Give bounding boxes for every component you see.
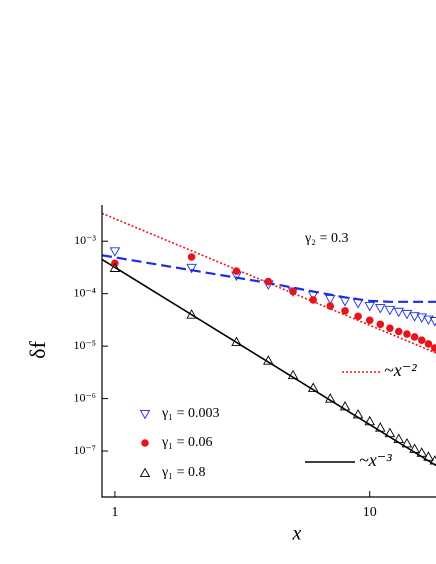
data-point bbox=[429, 317, 436, 327]
data-point bbox=[403, 330, 411, 338]
data-point bbox=[109, 262, 121, 272]
data-point bbox=[352, 299, 364, 309]
data-point bbox=[410, 333, 419, 341]
data-point bbox=[401, 309, 413, 320]
data-point bbox=[394, 327, 403, 336]
data-point bbox=[384, 427, 396, 438]
data-point bbox=[393, 433, 405, 443]
data-point bbox=[341, 307, 349, 315]
data-point bbox=[375, 422, 386, 432]
legend-label: ~x⁻³ bbox=[359, 450, 392, 470]
data-point bbox=[324, 393, 336, 403]
legend-label: ~x⁻² bbox=[384, 360, 417, 380]
data-point bbox=[186, 309, 197, 319]
data-point bbox=[365, 316, 374, 325]
data-point bbox=[263, 355, 274, 365]
y-tick-label: 10⁻⁴ bbox=[73, 285, 96, 299]
data-point bbox=[401, 437, 413, 448]
data-point bbox=[232, 267, 241, 275]
data-point bbox=[384, 305, 396, 316]
data-point bbox=[364, 302, 375, 312]
data-point bbox=[287, 369, 299, 380]
data-point bbox=[109, 247, 121, 257]
axes-frame bbox=[101, 205, 436, 498]
data-point bbox=[364, 415, 375, 426]
data-point bbox=[416, 447, 428, 457]
data-point bbox=[307, 291, 319, 301]
y-tick-label: 10⁻³ bbox=[74, 233, 96, 247]
data-point bbox=[376, 320, 385, 329]
data-point bbox=[430, 344, 436, 352]
y-tick-label: 10⁻⁵ bbox=[73, 338, 96, 352]
data-point bbox=[289, 287, 297, 296]
data-point bbox=[187, 253, 196, 261]
data-point bbox=[417, 336, 426, 344]
annotation: γ₂ = 0.3 bbox=[304, 231, 348, 246]
data-point bbox=[423, 315, 434, 326]
data-point bbox=[393, 307, 405, 318]
data-point bbox=[423, 451, 434, 461]
data-point bbox=[429, 455, 436, 465]
data-point bbox=[375, 304, 386, 314]
data-point bbox=[307, 382, 319, 392]
x-tick-label: 10 bbox=[363, 505, 377, 520]
y-tick-label: 10⁻⁷ bbox=[73, 443, 96, 457]
data-point bbox=[354, 312, 362, 321]
data-point bbox=[409, 312, 420, 322]
x-tick-label: 1 bbox=[111, 505, 118, 520]
legend-label: γ₁ = 0.003 bbox=[161, 406, 219, 421]
data-point bbox=[186, 263, 197, 274]
legend-marker bbox=[139, 409, 151, 420]
legend-label: γ₁ = 0.8 bbox=[161, 465, 205, 480]
data-point bbox=[409, 443, 420, 453]
data-point bbox=[339, 400, 351, 411]
data-point bbox=[264, 277, 273, 286]
legend-marker bbox=[141, 439, 149, 447]
y-axis-label: δf bbox=[25, 340, 50, 358]
data-point bbox=[386, 324, 394, 332]
fit-line bbox=[102, 254, 436, 303]
data-point bbox=[416, 313, 428, 324]
data-point bbox=[309, 296, 317, 304]
legend-marker bbox=[139, 467, 151, 478]
plot-area bbox=[102, 212, 436, 467]
data-point bbox=[231, 336, 242, 347]
data-point bbox=[424, 340, 433, 348]
data-point bbox=[339, 297, 351, 307]
y-tick-label: 10⁻⁶ bbox=[73, 390, 96, 404]
data-point bbox=[326, 302, 335, 310]
legend-label: γ₁ = 0.06 bbox=[161, 435, 212, 450]
data-point bbox=[324, 294, 336, 305]
data-point bbox=[352, 408, 364, 419]
x-axis-label: x bbox=[292, 523, 302, 545]
